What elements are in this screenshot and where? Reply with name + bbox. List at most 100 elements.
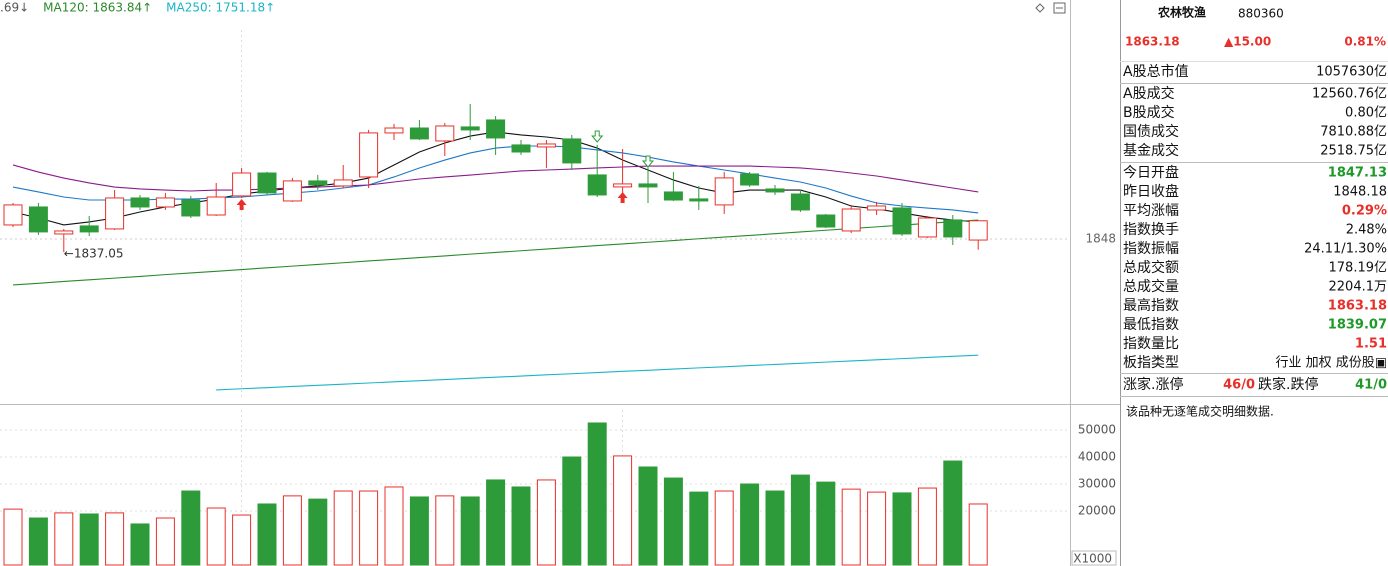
volume-bar <box>562 456 582 566</box>
candle-body <box>155 197 175 208</box>
field-value: 行业 加权 成份股▣ <box>1275 355 1387 371</box>
volume-bar <box>689 491 709 566</box>
candle-body <box>257 172 277 194</box>
candle-body <box>943 219 963 238</box>
y-tick-label: 40000 <box>1078 450 1116 464</box>
stock-code: 880360 <box>1238 7 1284 21</box>
candle-body <box>689 198 709 202</box>
field-value: 1057630亿 <box>1316 65 1387 80</box>
candle-body <box>460 126 480 131</box>
field-label: 平均涨幅 <box>1123 203 1179 219</box>
volume-bar <box>790 474 810 566</box>
volume-bar <box>613 455 633 566</box>
ma-line <box>12 164 979 193</box>
ma-line <box>216 354 979 391</box>
breadth-value: 46/0 <box>1223 378 1255 393</box>
volume-bar <box>409 496 429 566</box>
legend-entry: MA120: 1863.84↑ <box>43 1 152 15</box>
candle-body <box>587 174 607 196</box>
field-label: A股成交 <box>1123 85 1175 102</box>
change: ▲15.00 <box>1224 35 1271 49</box>
candle-body <box>765 188 785 193</box>
field-value: 1863.18 <box>1328 299 1387 314</box>
price: 1863.18 <box>1125 35 1180 49</box>
volume-bar <box>28 517 48 566</box>
signal-down <box>591 130 604 143</box>
field-label: A股总市值 <box>1123 63 1189 80</box>
candle-body <box>613 183 633 188</box>
unit-label: X1000 <box>1073 552 1112 566</box>
volume-bar <box>282 495 302 566</box>
field-value: 1848.18 <box>1333 185 1387 200</box>
candle-body <box>384 127 404 134</box>
candle-body <box>54 230 74 235</box>
y-tick-label: 50000 <box>1078 423 1116 437</box>
volume-bar <box>765 490 785 566</box>
legend-entry: .69↓ <box>0 1 29 15</box>
volume-bar <box>54 512 74 566</box>
volume-bar <box>663 477 683 566</box>
candle-body <box>206 196 226 216</box>
field-label: 总成交额 <box>1123 259 1179 276</box>
low-annotation: ←1837.05 <box>64 247 124 261</box>
field-value: 1839.07 <box>1328 318 1387 333</box>
window-icon[interactable] <box>1053 2 1066 14</box>
volume-bar <box>232 514 252 566</box>
field-value: 24.11/1.30% <box>1304 242 1387 257</box>
candle-body <box>409 127 429 140</box>
field-value: 12560.76亿 <box>1312 87 1387 102</box>
candle-body <box>714 177 734 206</box>
candle-body <box>638 183 658 188</box>
volume-bar <box>943 460 963 566</box>
volume-bar <box>917 487 937 566</box>
y-tick-label: 1848 <box>1085 231 1116 245</box>
volume-bar <box>486 479 506 566</box>
signal-up <box>236 199 247 210</box>
candle-body <box>333 179 353 187</box>
volume-bar <box>968 503 988 566</box>
candle-body <box>917 217 937 238</box>
field-value: 178.19亿 <box>1329 261 1388 276</box>
candle-body <box>359 132 379 178</box>
volume-bar <box>181 490 201 566</box>
field-label: 指数振幅 <box>1123 241 1179 257</box>
volume-bar <box>892 492 912 566</box>
candle-body <box>968 220 988 241</box>
volume-bar <box>105 512 125 566</box>
volume-bar <box>536 479 556 566</box>
field-label: 基金成交 <box>1123 142 1179 159</box>
legend-entry: MA250: 1751.18↑ <box>166 1 275 15</box>
candle-body <box>486 119 506 139</box>
field-value: 1847.13 <box>1328 166 1387 181</box>
field-value: 2204.1万 <box>1329 280 1388 295</box>
volume-bar <box>435 495 455 566</box>
field-label: 总成交量 <box>1123 278 1179 295</box>
stock-name: 农林牧渔 <box>1157 5 1206 20</box>
breadth-label: 跌家.跌停 <box>1258 376 1318 393</box>
field-label: 国债成交 <box>1123 123 1179 140</box>
field-label: 板指类型 <box>1123 355 1179 371</box>
field-value: 1.51 <box>1355 337 1387 352</box>
candle-body <box>435 125 455 142</box>
y-tick-label: 20000 <box>1078 504 1116 518</box>
toggle-icon[interactable] <box>1035 3 1045 13</box>
ma-line <box>12 219 979 286</box>
volume-bar <box>257 503 277 566</box>
candle-body <box>282 180 302 202</box>
signal-up <box>617 192 628 203</box>
candle-body <box>816 214 836 228</box>
candle-body <box>663 191 683 201</box>
candle-body <box>562 138 582 164</box>
candle-body <box>105 197 125 230</box>
field-label: 最低指数 <box>1123 317 1179 333</box>
field-label: 最高指数 <box>1123 297 1179 314</box>
field-label: 指数量比 <box>1123 336 1179 352</box>
field-value: 2518.75亿 <box>1320 144 1387 159</box>
candle-body <box>790 193 810 211</box>
breadth-value: 41/0 <box>1355 378 1387 393</box>
candle-body <box>232 172 252 197</box>
candle-body <box>740 173 760 186</box>
volume-bar <box>816 481 836 566</box>
